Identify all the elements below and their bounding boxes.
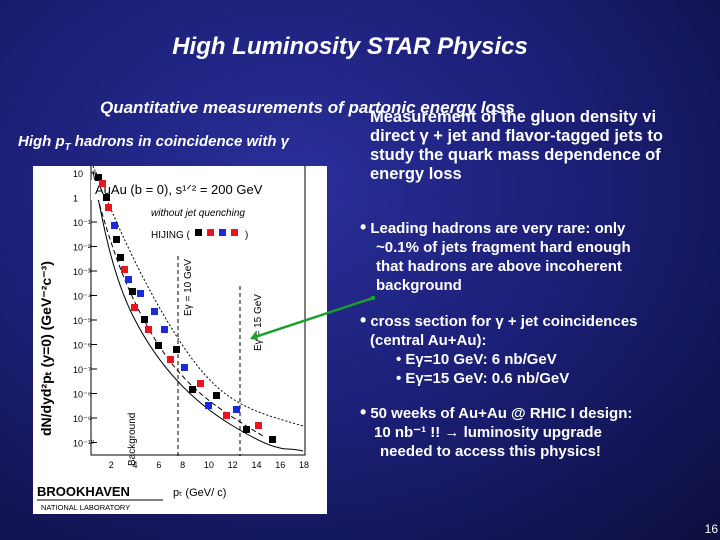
x-tick-label: 16: [275, 460, 285, 470]
data-marker: [99, 180, 106, 187]
data-marker: [173, 346, 180, 353]
x-tick-label: 12: [228, 460, 238, 470]
data-marker: [131, 304, 138, 311]
x-axis-label: pₜ (GeV/ c): [173, 487, 226, 499]
egamma10-label: Eγ = 10 GeV: [183, 259, 194, 316]
data-marker: [141, 316, 148, 323]
y-tick-label: 10⁻⁹: [73, 414, 92, 424]
y-tick-label: 10⁻⁸: [73, 390, 92, 400]
slide-subtitle: Quantitative measurements of partonic en…: [100, 98, 515, 117]
data-marker: [129, 288, 136, 295]
data-marker: [161, 326, 168, 333]
system-label: AuAu (b = 0), s¹ᐟ² = 200 GeV: [95, 182, 263, 197]
data-marker: [95, 174, 102, 181]
data-marker: [255, 422, 262, 429]
y-tick-label: 10⁻³: [73, 267, 91, 277]
hijing-close: ): [245, 230, 248, 241]
spectrum-plot: dN/dyd²pₜ (y=0) (GeV⁻²c⁻³) 10 1 10⁻¹ 10⁻² 10…: [33, 166, 327, 514]
spectrum-svg: dN/dyd²pₜ (y=0) (GeV⁻²c⁻³) 10110⁻¹10⁻²10…: [33, 166, 327, 514]
y-tick-label: 10⁻⁴: [73, 292, 92, 302]
y-tick-label: 10: [73, 169, 83, 179]
y-tick-label: 10⁻⁷: [73, 365, 91, 375]
data-marker: [233, 406, 240, 413]
x-tick-label: 10: [204, 460, 214, 470]
page-number: 16: [704, 522, 718, 536]
data-marker: [125, 276, 132, 283]
logo-sub: NATIONAL LABORATORY: [41, 503, 130, 512]
data-marker: [121, 266, 128, 273]
background-label: Background: [127, 413, 138, 466]
logo-name: BROOKHAVEN: [37, 484, 130, 499]
data-marker: [269, 436, 276, 443]
y-tick-label: 1: [73, 194, 78, 204]
bullet-cross-section: • cross section for γ + jet coincidences …: [360, 310, 638, 388]
bullet-leading-hadrons: • Leading hadrons are very rare: only ~0.…: [360, 217, 631, 295]
y-tick-label: 10⁻¹: [73, 218, 91, 228]
plot-heading: High pT hadrons in coincidence with γ: [18, 133, 289, 153]
x-tick-label: 4: [133, 460, 138, 470]
data-marker: [223, 412, 230, 419]
data-marker: [113, 236, 120, 243]
y-axis-label: dN/dyd²pₜ (y=0) (GeV⁻²c⁻³): [38, 261, 54, 436]
data-marker: [189, 386, 196, 393]
data-marker: [213, 392, 220, 399]
x-ticks: 2 4 6 8 10 12 14 16 18: [109, 460, 309, 470]
hijing-label: HIJING (: [151, 230, 191, 241]
data-marker: [205, 402, 212, 409]
slide-title: High Luminosity STAR Physics: [172, 33, 528, 60]
data-marker: [181, 364, 188, 371]
data-marker: [111, 222, 118, 229]
egamma15-label: Eγ = 15 GeV: [253, 294, 264, 351]
right-heading: Measurement of the gluon density vi dire…: [370, 108, 663, 183]
x-tick-label: 2: [109, 460, 114, 470]
data-marker: [137, 290, 144, 297]
data-marker: [105, 204, 112, 211]
data-marker: [117, 254, 124, 261]
y-ticks: 10 1 10⁻¹ 10⁻² 10⁻³ 10⁻⁴ 10⁻⁵ 10⁻⁶ 10⁻⁷ 10⁻⁸ 10⁻⁹ 1…: [73, 169, 97, 449]
data-markers: [95, 174, 276, 443]
bullet-luminosity: • 50 weeks of Au+Au @ RHIC I design: 10 n…: [360, 402, 633, 461]
x-tick-label: 8: [180, 460, 185, 470]
data-marker: [155, 342, 162, 349]
data-marker: [151, 308, 158, 315]
data-marker: [197, 380, 204, 387]
y-tick-label: 10⁻⁶: [73, 341, 92, 351]
x-tick-label: 18: [299, 460, 309, 470]
data-marker: [145, 326, 152, 333]
data-marker: [103, 194, 110, 201]
legend-label: without jet quenching: [151, 208, 245, 219]
x-tick-label: 6: [156, 460, 161, 470]
x-tick-label: 14: [251, 460, 261, 470]
data-marker: [167, 356, 174, 363]
y-tick-label: 10⁻²: [73, 243, 91, 253]
data-marker: [243, 426, 250, 433]
y-tick-label: 10⁻¹⁰: [73, 439, 95, 449]
y-tick-label: 10⁻⁵: [73, 316, 92, 326]
